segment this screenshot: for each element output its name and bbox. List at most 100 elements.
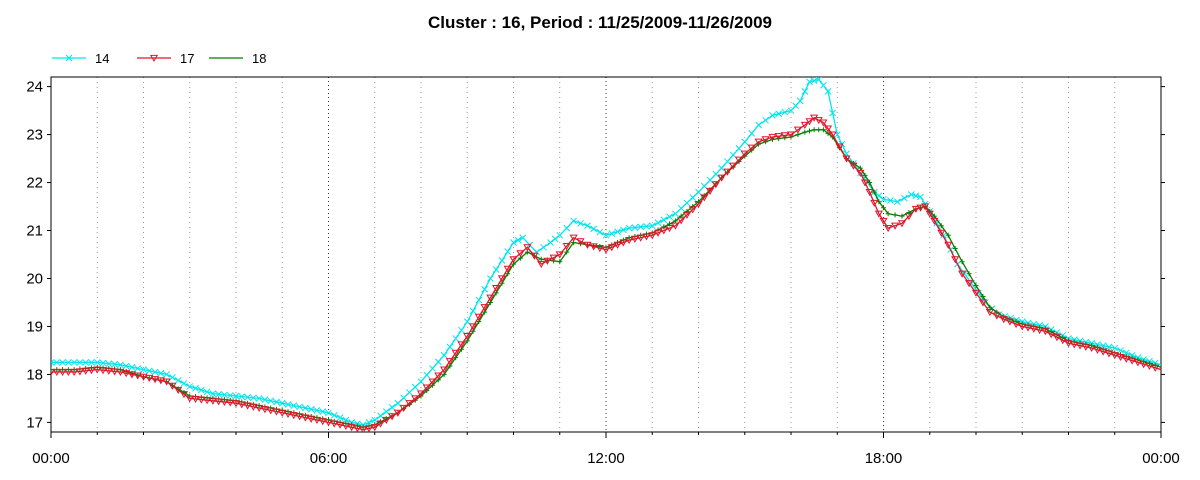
series-point (951, 256, 960, 264)
series-point (127, 371, 136, 379)
series-point (463, 332, 472, 341)
series-point (451, 349, 460, 357)
series-point (712, 170, 720, 178)
series-point (289, 412, 298, 420)
series-point (842, 155, 851, 163)
series-point (648, 232, 657, 240)
series-point (1133, 359, 1142, 367)
series-point (774, 133, 783, 141)
series-point (904, 213, 913, 221)
series-point (944, 241, 953, 249)
series-point (952, 246, 958, 252)
series-point (1052, 334, 1062, 342)
series-point (203, 397, 212, 405)
series-point (576, 238, 585, 246)
series-point (70, 368, 79, 377)
series-point (104, 367, 113, 375)
legend-item-14: 14 (52, 51, 109, 66)
series-point (336, 414, 344, 421)
series-point (917, 193, 924, 201)
series-point (197, 386, 205, 394)
series-point (302, 404, 309, 412)
y-tick-label: 21 (26, 223, 43, 240)
series-point (99, 359, 107, 367)
y-tick-label: 23 (26, 127, 43, 144)
series-point (562, 243, 571, 251)
series-point (64, 368, 73, 377)
series-point (98, 367, 108, 375)
series-point (445, 358, 454, 366)
series-point (475, 296, 483, 304)
series-point (278, 409, 287, 417)
series-point (416, 390, 426, 398)
series-point (1064, 340, 1073, 348)
series-point (516, 250, 525, 258)
series-point (538, 256, 544, 262)
series-point (417, 378, 425, 385)
series-point (665, 225, 674, 233)
series-point (215, 390, 223, 398)
series-point (122, 370, 131, 378)
series-point (625, 237, 634, 245)
series-point (185, 395, 194, 403)
x-tick-label: 00:00 (32, 450, 70, 467)
series-point (596, 228, 604, 236)
series-point (724, 158, 731, 165)
series-point (643, 222, 650, 230)
series-point (1099, 348, 1108, 356)
series-point (871, 189, 877, 195)
series-point (197, 396, 206, 404)
series-point (672, 210, 679, 218)
series-point (139, 373, 148, 381)
series-point (237, 401, 246, 409)
series-point (220, 398, 229, 407)
series-point (921, 203, 930, 211)
series-point (244, 393, 251, 401)
series-point (931, 213, 937, 219)
series-point (52, 368, 61, 377)
series-point (272, 408, 281, 416)
series-point (537, 260, 546, 269)
series-point (509, 256, 518, 264)
series-point (1122, 349, 1130, 357)
series-point (660, 216, 668, 224)
series-point (755, 121, 762, 129)
series-point (856, 169, 865, 177)
series-point (510, 239, 517, 246)
series-point (570, 217, 577, 225)
series-point (819, 119, 828, 127)
series-point (452, 335, 460, 342)
series-point (440, 366, 449, 374)
series-point (359, 426, 368, 432)
series-point (111, 360, 118, 368)
series-point (468, 323, 478, 331)
series-point (980, 293, 986, 299)
series-point (619, 239, 628, 247)
series-point (514, 236, 522, 244)
series-point (754, 138, 763, 146)
series-point (249, 403, 258, 411)
series-point (601, 246, 611, 254)
series-point (1012, 320, 1021, 329)
series-point (1023, 324, 1033, 332)
series-point (226, 392, 234, 399)
series-point (481, 285, 488, 293)
series-point (978, 299, 987, 307)
series-point (504, 248, 512, 255)
series-point (65, 54, 73, 62)
series-point (88, 359, 95, 366)
series-point (128, 363, 136, 371)
series-point (807, 128, 812, 134)
series-point (811, 127, 817, 133)
series-point (625, 224, 633, 232)
series-point (58, 368, 67, 377)
series-point (543, 257, 552, 265)
series-point (911, 205, 920, 213)
series-point (151, 376, 160, 384)
series-point (480, 304, 489, 312)
series-point (301, 414, 310, 422)
series-point (117, 361, 124, 369)
series-point (899, 213, 905, 219)
series-point (637, 223, 645, 231)
